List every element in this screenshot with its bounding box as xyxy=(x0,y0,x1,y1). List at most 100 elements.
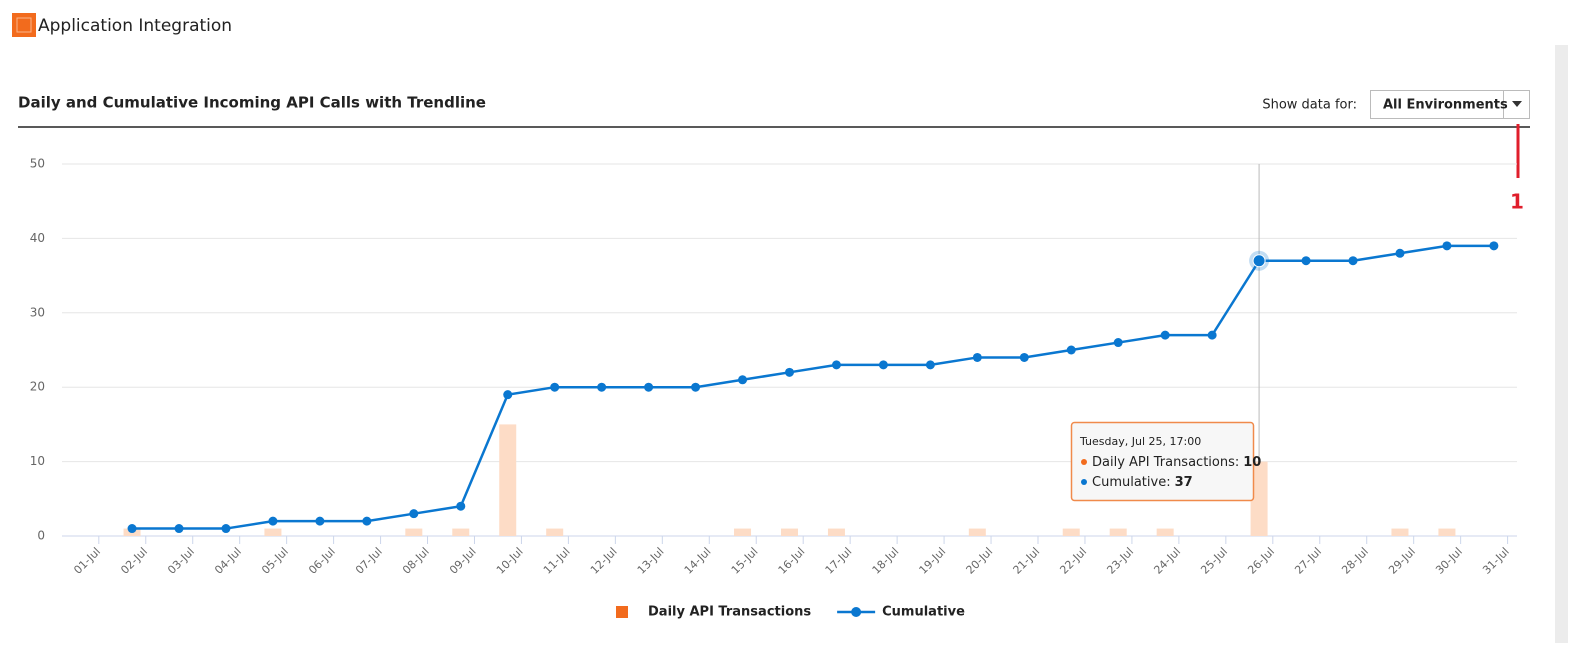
x-tick-label: 19-Jul xyxy=(917,545,949,577)
point xyxy=(1019,352,1029,362)
point xyxy=(550,382,560,392)
dropdown-arrow[interactable] xyxy=(1512,101,1522,107)
x-tick-label: 28-Jul xyxy=(1339,545,1371,577)
tooltip-row: Cumulative: 37 xyxy=(1092,475,1193,490)
point xyxy=(221,524,231,534)
x-tick-label: 08-Jul xyxy=(400,545,432,577)
bar xyxy=(452,528,470,536)
point xyxy=(456,501,466,511)
point xyxy=(1207,330,1217,340)
point xyxy=(1301,256,1311,266)
scrollbar[interactable] xyxy=(1555,45,1568,643)
point xyxy=(1113,338,1123,348)
bar xyxy=(499,424,517,536)
point xyxy=(597,382,607,392)
tooltip-label: Daily API Transactions: xyxy=(1092,455,1239,470)
point xyxy=(831,360,841,370)
point xyxy=(738,375,748,385)
x-tick-label: 10-Jul xyxy=(494,545,526,577)
point xyxy=(644,382,654,392)
x-tick-label: 01-Jul xyxy=(71,545,103,577)
tooltip-value: 37 xyxy=(1175,475,1193,490)
x-tick-label: 15-Jul xyxy=(729,545,761,577)
point xyxy=(315,516,325,526)
x-tick-label: 26-Jul xyxy=(1245,545,1277,577)
x-tick-label: 04-Jul xyxy=(212,545,244,577)
point xyxy=(1252,254,1266,268)
bar xyxy=(1438,528,1456,536)
tooltip-dot xyxy=(1081,459,1087,465)
tooltip-title: Tuesday, Jul 25, 17:00 xyxy=(1079,435,1201,448)
x-tick-label: 21-Jul xyxy=(1011,545,1043,577)
x-tick-label: 25-Jul xyxy=(1198,545,1230,577)
y-tick-label: 30 xyxy=(30,305,45,319)
bar xyxy=(264,528,282,536)
x-tick-label: 05-Jul xyxy=(259,545,291,577)
x-tick-label: 27-Jul xyxy=(1292,545,1324,577)
point xyxy=(174,524,184,534)
bar xyxy=(1391,528,1409,536)
y-tick-label: 40 xyxy=(30,231,45,245)
point xyxy=(1348,256,1358,266)
y-tick-label: 20 xyxy=(30,380,45,394)
bar xyxy=(968,528,986,536)
x-tick-label: 29-Jul xyxy=(1386,545,1418,577)
x-tick-label: 06-Jul xyxy=(306,545,338,577)
x-tick-label: 20-Jul xyxy=(964,545,996,577)
x-tick-label: 24-Jul xyxy=(1151,545,1183,577)
x-tick-label: 30-Jul xyxy=(1433,545,1465,577)
point xyxy=(1442,241,1452,251)
x-tick-label: 09-Jul xyxy=(447,545,479,577)
point xyxy=(1160,330,1170,340)
x-tick-label: 16-Jul xyxy=(776,545,808,577)
x-tick-label: 11-Jul xyxy=(541,545,573,577)
point xyxy=(362,516,372,526)
chart-title: Daily and Cumulative Incoming API Calls … xyxy=(18,94,486,112)
y-tick-label: 50 xyxy=(30,157,45,171)
y-tick-label: 10 xyxy=(30,454,45,468)
app-icon xyxy=(12,13,36,37)
x-tick-label: 23-Jul xyxy=(1104,545,1136,577)
bar xyxy=(546,528,564,536)
x-tick-label: 18-Jul xyxy=(870,545,902,577)
x-tick-label: 17-Jul xyxy=(823,545,855,577)
x-tick-label: 03-Jul xyxy=(165,545,197,577)
app-title: Application Integration xyxy=(38,16,232,36)
bar xyxy=(1062,528,1080,536)
bar xyxy=(405,528,423,536)
legend-dot xyxy=(851,607,862,617)
point xyxy=(127,524,137,534)
bar xyxy=(1156,528,1174,536)
line xyxy=(132,244,1494,530)
point xyxy=(1489,241,1499,251)
point xyxy=(878,360,888,370)
tooltip-label: Cumulative: xyxy=(1092,475,1171,490)
dropdown-value[interactable]: All Environments xyxy=(1383,98,1508,113)
show-label: Show data for: xyxy=(1262,98,1357,113)
bar xyxy=(827,528,845,536)
point xyxy=(691,382,701,392)
x-tick-label: 14-Jul xyxy=(682,545,714,577)
x-tick-label: 22-Jul xyxy=(1057,545,1089,577)
legend-label: Daily API Transactions xyxy=(648,605,811,620)
tooltip xyxy=(1070,421,1255,502)
point xyxy=(1395,248,1405,258)
point xyxy=(503,390,513,400)
tooltip-row: Daily API Transactions: 10 xyxy=(1092,455,1261,470)
app-icon-inner xyxy=(16,17,32,33)
annotation: 1 xyxy=(1510,190,1524,214)
tooltip-value: 10 xyxy=(1243,455,1261,470)
x-tick-label: 31-Jul xyxy=(1480,545,1512,577)
point xyxy=(268,516,278,526)
legend-label: Cumulative xyxy=(882,605,965,620)
bar xyxy=(734,528,752,536)
bar xyxy=(1250,461,1268,536)
point xyxy=(784,367,794,377)
point xyxy=(972,352,982,362)
tooltip-dot xyxy=(1081,479,1087,485)
legend-swatch xyxy=(616,606,628,618)
point xyxy=(1066,345,1076,355)
bar xyxy=(780,528,798,536)
x-tick-label: 07-Jul xyxy=(353,545,385,577)
bar xyxy=(1109,528,1127,536)
